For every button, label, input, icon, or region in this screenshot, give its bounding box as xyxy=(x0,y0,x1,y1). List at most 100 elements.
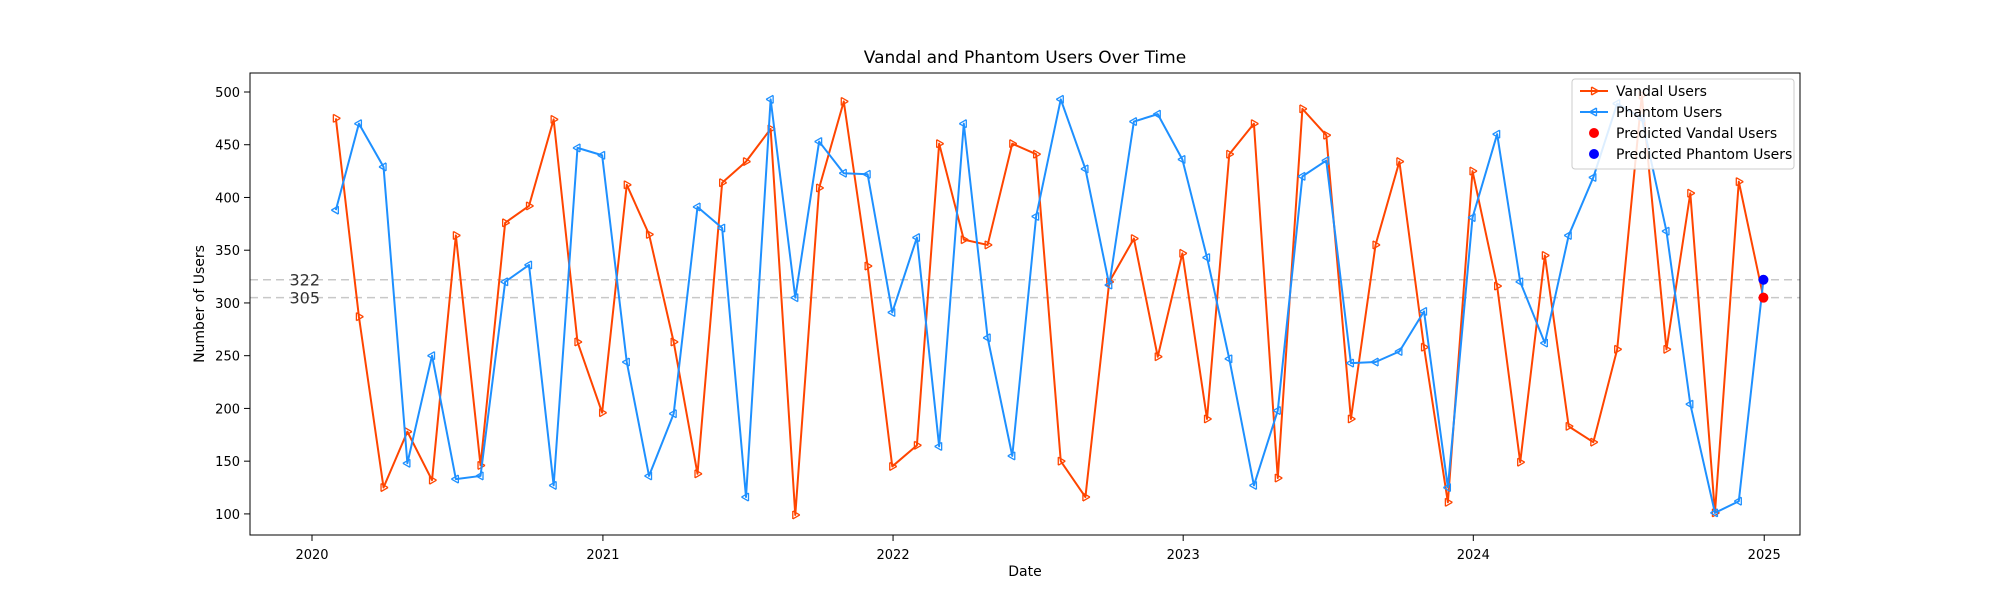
data-point xyxy=(1494,281,1502,291)
data-point xyxy=(717,223,726,233)
data-point xyxy=(598,408,607,418)
y-tick-label: 250 xyxy=(215,350,240,365)
data-point xyxy=(574,337,583,347)
data-point xyxy=(645,229,654,239)
data-point xyxy=(500,277,509,287)
data-point xyxy=(1590,437,1599,447)
data-point xyxy=(1710,508,1719,518)
data-point xyxy=(692,202,701,212)
legend-label-phantom: Phantom Users xyxy=(1616,105,1722,121)
y-tick-label: 150 xyxy=(215,455,240,470)
data-point xyxy=(502,218,510,228)
data-point xyxy=(1203,414,1212,424)
data-point xyxy=(475,471,484,481)
data-point xyxy=(332,113,341,123)
data-point xyxy=(1419,306,1428,316)
data-point xyxy=(815,183,824,193)
data-point xyxy=(1299,104,1308,114)
y-tick-label: 300 xyxy=(215,297,240,312)
data-point xyxy=(1154,352,1163,362)
data-point xyxy=(1202,253,1211,263)
data-point xyxy=(1272,405,1281,416)
data-point xyxy=(1469,166,1478,176)
data-point xyxy=(378,162,387,172)
legend-box xyxy=(1571,78,1795,170)
data-point xyxy=(380,482,389,493)
series-line xyxy=(334,94,1765,516)
data-point xyxy=(936,139,944,149)
data-point xyxy=(1563,230,1572,241)
data-point xyxy=(1130,234,1139,244)
data-point xyxy=(958,119,967,129)
data-point xyxy=(1226,149,1235,159)
data-point xyxy=(1152,109,1161,119)
data-point xyxy=(1346,358,1355,368)
data-point xyxy=(1249,480,1258,490)
data-point xyxy=(960,235,969,245)
prediction-points xyxy=(1758,274,1769,303)
plot-frame xyxy=(249,72,1801,536)
data-point xyxy=(1057,456,1066,466)
data-point xyxy=(719,178,727,188)
data-point xyxy=(1007,451,1016,461)
data-point xyxy=(1031,211,1040,222)
data-point xyxy=(1323,130,1332,140)
legend-label-predicted-vandal: Predicted Vandal Users xyxy=(1616,126,1777,142)
data-point xyxy=(1080,164,1089,174)
data-point xyxy=(1540,338,1548,348)
data-point xyxy=(1663,344,1672,354)
data-point xyxy=(1177,154,1186,165)
data-point xyxy=(1444,497,1453,507)
data-point xyxy=(1541,250,1550,261)
data-point xyxy=(427,351,436,361)
data-point xyxy=(741,492,750,502)
x-tick-label: 2024 xyxy=(1457,548,1490,563)
data-point xyxy=(1515,277,1524,287)
legend-marker-phantom xyxy=(1589,107,1598,117)
data-point xyxy=(887,307,896,318)
y-tick-label: 500 xyxy=(215,86,240,101)
data-point xyxy=(694,469,703,479)
data-point xyxy=(792,510,801,520)
data-point xyxy=(1661,226,1670,236)
data-point xyxy=(1370,357,1379,367)
data-point xyxy=(428,475,437,485)
data-point xyxy=(984,240,993,250)
data-point xyxy=(1565,421,1574,431)
data-point xyxy=(1055,94,1064,104)
data-point xyxy=(1588,172,1597,182)
data-point xyxy=(1224,354,1233,364)
x-tick-label: 2023 xyxy=(1167,548,1200,563)
data-point xyxy=(1129,116,1138,127)
y-axis-ticks: 100 150 200 250 300 350 400 450 500 xyxy=(215,86,250,523)
legend-marker-vandal xyxy=(1590,86,1599,96)
data-point xyxy=(912,232,921,243)
chart-title: Vandal and Phantom Users Over Time xyxy=(864,48,1186,68)
x-axis-ticks: 2020 2021 2022 2023 2024 2025 xyxy=(295,535,1781,563)
data-point xyxy=(623,180,632,190)
data-point xyxy=(982,333,991,343)
data-point xyxy=(597,150,606,160)
data-point xyxy=(1687,188,1696,198)
y-tick-label: 200 xyxy=(215,402,240,417)
legend-dot-predicted-phantom xyxy=(1589,149,1599,159)
data-point xyxy=(1104,280,1113,290)
y-tick-label: 350 xyxy=(215,244,240,259)
data-point xyxy=(402,458,411,468)
data-point xyxy=(1685,399,1694,409)
data-point xyxy=(1297,171,1306,181)
data-point xyxy=(1321,155,1330,166)
series-vandal-users xyxy=(332,90,1765,520)
data-point xyxy=(644,471,653,481)
reference-line-label: 322 xyxy=(289,271,320,290)
data-point xyxy=(668,409,677,419)
data-point xyxy=(1420,342,1429,352)
legend: Vandal Users Phantom Users Predicted Van… xyxy=(1571,78,1795,170)
data-point xyxy=(1733,496,1742,506)
data-point xyxy=(864,261,873,271)
data-point xyxy=(452,230,461,241)
data-point xyxy=(1347,414,1356,424)
data-point xyxy=(1032,149,1041,159)
